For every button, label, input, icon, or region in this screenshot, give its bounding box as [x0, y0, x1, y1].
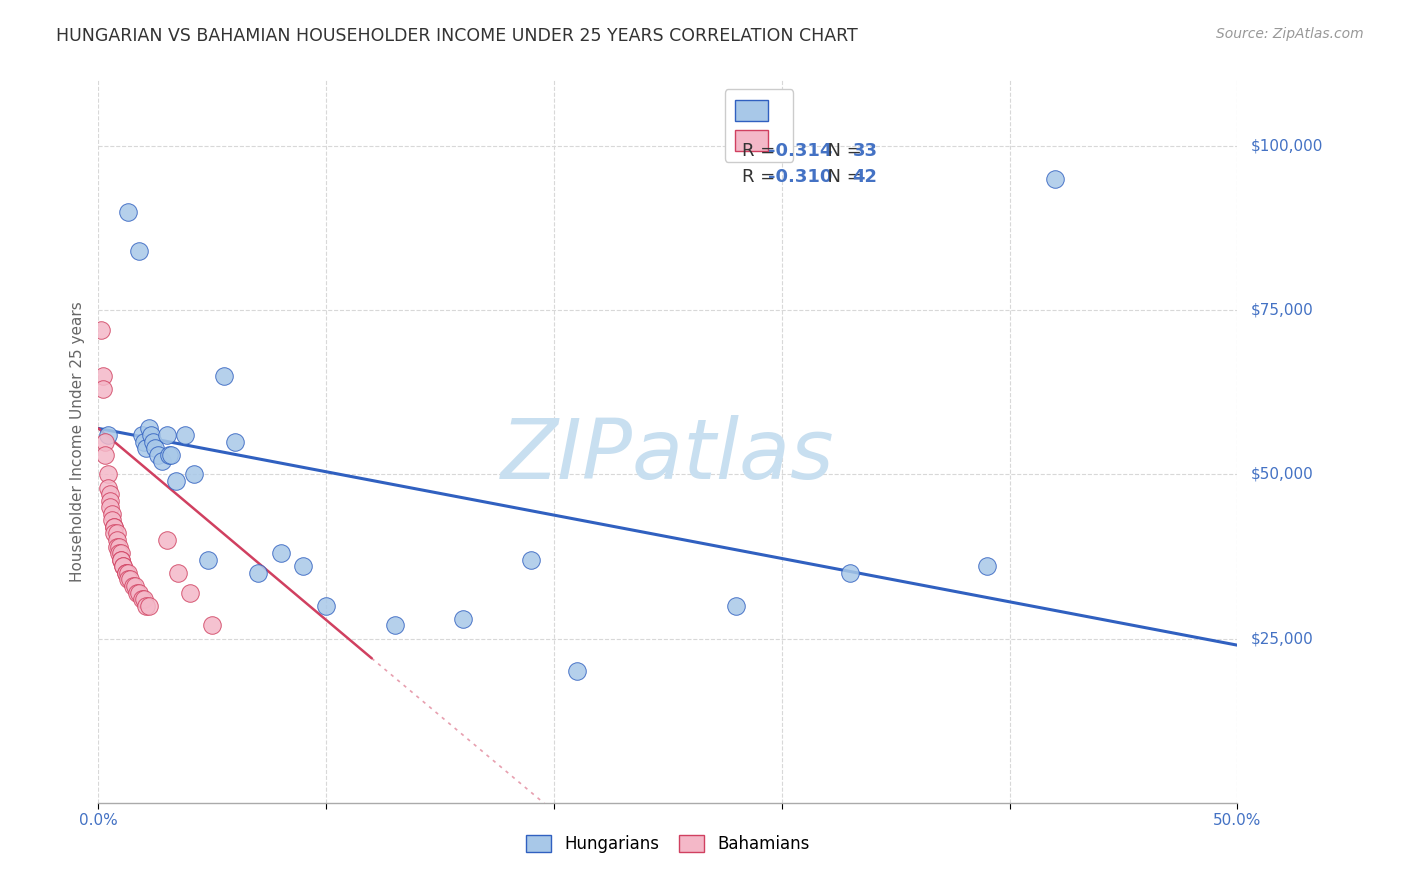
Point [384, 618, 406, 632]
Point [91, 382, 114, 396]
Point [179, 585, 201, 599]
Point [110, 553, 132, 567]
Point [315, 599, 337, 613]
Point [131, 592, 153, 607]
Point [224, 434, 246, 449]
Point [132, 434, 155, 449]
Point [98, 493, 121, 508]
Text: R =: R = [742, 169, 780, 186]
Point [292, 559, 315, 574]
Point [839, 566, 862, 580]
Point [197, 553, 219, 567]
Point [520, 553, 543, 567]
Point [124, 579, 146, 593]
Point [451, 612, 474, 626]
Text: N =: N = [815, 169, 868, 186]
Point [142, 434, 165, 449]
Point [156, 428, 179, 442]
Point [110, 553, 132, 567]
Point [103, 526, 125, 541]
Point [117, 573, 139, 587]
Point [90, 323, 112, 337]
Point [174, 428, 197, 442]
Point [117, 566, 139, 580]
Text: 42: 42 [852, 169, 877, 186]
Point [94, 448, 117, 462]
Point [128, 244, 150, 258]
Text: HUNGARIAN VS BAHAMIAN HOUSEHOLDER INCOME UNDER 25 YEARS CORRELATION CHART: HUNGARIAN VS BAHAMIAN HOUSEHOLDER INCOME… [56, 27, 858, 45]
Point [139, 428, 162, 442]
Y-axis label: Householder Income Under 25 years: Householder Income Under 25 years [69, 301, 84, 582]
Point [112, 559, 135, 574]
Point [976, 559, 998, 574]
Point [146, 448, 169, 462]
Point [108, 546, 131, 560]
Point [108, 540, 131, 554]
Text: $100,000: $100,000 [1251, 138, 1323, 153]
Text: $25,000: $25,000 [1251, 632, 1315, 646]
Point [128, 585, 150, 599]
Text: -0.314: -0.314 [768, 142, 832, 160]
Text: Source: ZipAtlas.com: Source: ZipAtlas.com [1216, 27, 1364, 41]
Point [105, 526, 128, 541]
Point [138, 599, 160, 613]
Point [157, 448, 180, 462]
Point [131, 428, 153, 442]
Point [201, 618, 224, 632]
Point [1043, 171, 1066, 186]
Point [96, 428, 118, 442]
Point [114, 566, 136, 580]
Point [103, 520, 125, 534]
Point [565, 665, 588, 679]
Point [101, 507, 124, 521]
Point [105, 533, 128, 547]
Text: $75,000: $75,000 [1251, 302, 1315, 318]
Point [183, 467, 205, 482]
Point [167, 566, 190, 580]
Point [91, 368, 114, 383]
Point [105, 540, 128, 554]
Point [212, 368, 235, 383]
Point [160, 448, 183, 462]
Text: R =: R = [742, 142, 780, 160]
Point [110, 546, 132, 560]
Point [114, 566, 136, 580]
Point [138, 421, 160, 435]
Point [725, 599, 748, 613]
Text: N =: N = [815, 142, 868, 160]
Point [112, 559, 135, 574]
Point [127, 585, 149, 599]
Point [150, 454, 173, 468]
Point [135, 441, 157, 455]
Point [246, 566, 269, 580]
Point [165, 474, 187, 488]
Point [121, 579, 143, 593]
Text: ZIPatlas: ZIPatlas [501, 416, 835, 497]
Point [270, 546, 292, 560]
Point [96, 467, 118, 482]
Point [94, 434, 117, 449]
Legend: Hungarians, Bahamians: Hungarians, Bahamians [519, 828, 817, 860]
Point [98, 500, 121, 515]
Point [101, 513, 124, 527]
Point [117, 204, 139, 219]
Point [120, 573, 142, 587]
Point [98, 487, 121, 501]
Point [135, 599, 157, 613]
Point [103, 520, 125, 534]
Text: $50,000: $50,000 [1251, 467, 1315, 482]
Text: -0.310: -0.310 [768, 169, 832, 186]
Point [156, 533, 179, 547]
Text: 33: 33 [852, 142, 877, 160]
Point [145, 441, 167, 455]
Point [96, 481, 118, 495]
Point [132, 592, 155, 607]
